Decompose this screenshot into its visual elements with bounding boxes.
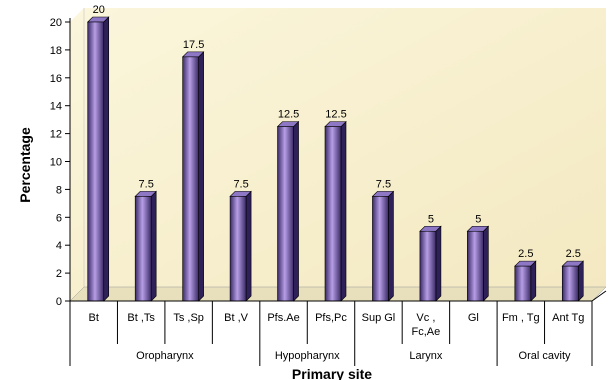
x-axis-title: Primary site (292, 366, 372, 380)
y-tick-label: 6 (56, 212, 62, 224)
bar-front (467, 230, 484, 302)
bar-front (182, 56, 199, 302)
bar (514, 260, 537, 302)
bar-side (198, 51, 204, 302)
y-axis-title: Percentage (17, 127, 33, 203)
group-label: Oral cavity (519, 350, 571, 362)
bar-front (277, 126, 294, 302)
y-tick-label: 18 (50, 45, 62, 57)
y-tick-label: 2 (56, 268, 62, 280)
bar-front (134, 196, 152, 302)
bar (466, 225, 490, 302)
data-label: 20 (93, 4, 105, 16)
category-label: Bt ,Ts (127, 312, 155, 324)
x-axis: Bt Bt ,Ts Ts ,Sp Bt ,V Pfs.Ae Pfs,Pc Sup Gl Vc … (69, 290, 607, 366)
bar (561, 260, 584, 302)
group-label: Larynx (409, 350, 443, 362)
data-label: 5 (475, 213, 481, 225)
x-axis-depth-line (591, 290, 607, 302)
bar-front (324, 126, 342, 302)
bar-front (514, 265, 532, 302)
data-label: 7.5 (139, 178, 154, 190)
category-label: Vc , (416, 312, 435, 324)
y-tick-label: 8 (56, 184, 62, 196)
category-label: Ts ,Sp (173, 312, 204, 324)
y-axis: 0 2 4 6 8 10 12 14 16 18 20 (50, 17, 71, 308)
y-tick-label: 20 (50, 17, 62, 29)
bar (229, 190, 252, 302)
bar-side (530, 260, 537, 302)
bar-side (577, 260, 584, 302)
bar-side (435, 225, 442, 302)
bar-side (340, 120, 347, 302)
data-label: 17.5 (183, 39, 204, 51)
bar (371, 190, 395, 302)
bar-side (388, 190, 394, 302)
data-label: 2.5 (566, 248, 581, 260)
bar (134, 190, 157, 302)
category-label: Sup Gl (362, 312, 396, 324)
bar (276, 120, 300, 302)
bar-side (293, 120, 299, 302)
group-label: Hypopharynx (275, 350, 340, 362)
category-label: Pfs,Pc (315, 312, 347, 324)
category-label: Gl (468, 312, 479, 324)
bar (181, 51, 205, 302)
bar-front (419, 230, 437, 302)
bar-front (229, 196, 247, 302)
y-tick-label: 4 (56, 240, 62, 252)
data-label: 7.5 (376, 178, 391, 190)
data-label: 12.5 (325, 109, 346, 121)
bar-front (561, 265, 579, 302)
data-label: 12.5 (278, 109, 299, 121)
bar (324, 120, 347, 302)
bar (87, 16, 110, 302)
data-label: 7.5 (233, 178, 248, 190)
category-label: Fm , Tg (502, 312, 540, 324)
category-label: Ant Tg (552, 312, 584, 324)
y-tick-label: 0 (56, 296, 62, 308)
group-label: Oropharynx (136, 350, 194, 362)
bar-front (372, 196, 389, 302)
y-tick-label: 10 (50, 157, 62, 169)
category-label: Pfs.Ae (267, 312, 299, 324)
y-tick-label: 14 (50, 101, 62, 113)
data-label: 2.5 (518, 248, 533, 260)
bar-front (87, 21, 105, 302)
bar-side (483, 225, 489, 302)
y-tick-label: 16 (50, 73, 62, 85)
y-tick-label: 12 (50, 129, 62, 141)
bar-side (150, 190, 157, 302)
category-label: Bt (89, 312, 99, 324)
bar-side (245, 190, 252, 302)
data-label: 5 (428, 213, 434, 225)
bar (419, 225, 442, 302)
category-label: Fc,Ae (412, 326, 441, 338)
bars: 20 7.5 17.5 7.5 12.5 12.5 7.5 5 5 2.5 2.5 (87, 4, 584, 302)
bar-side (103, 16, 110, 302)
category-label: Bt ,V (224, 312, 249, 324)
